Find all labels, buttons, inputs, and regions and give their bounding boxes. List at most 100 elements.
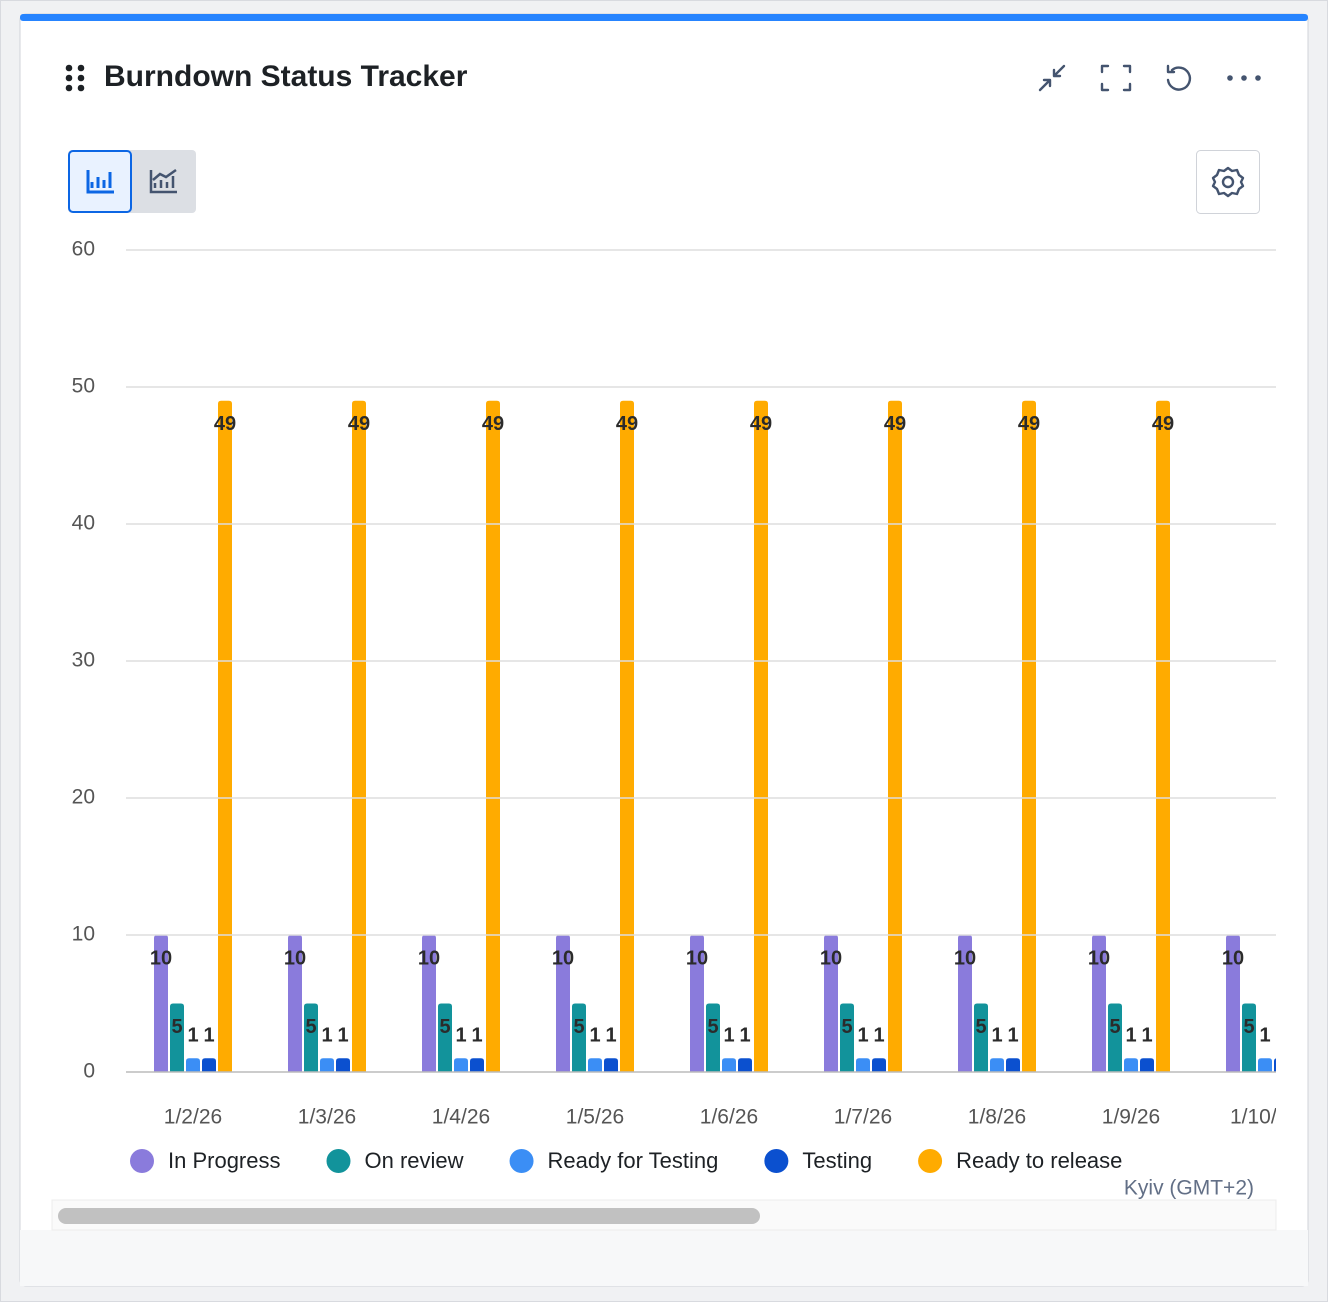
bar (604, 1058, 618, 1072)
data-label: 10 (284, 947, 306, 969)
bar (620, 400, 634, 1072)
x-tick-label: 1/9/26 (1102, 1106, 1160, 1129)
data-label: 49 (1018, 413, 1040, 435)
data-label: 10 (552, 947, 574, 969)
bar (872, 1058, 886, 1072)
legend-label[interactable]: Ready for Testing (548, 1148, 719, 1173)
bar (352, 400, 366, 1072)
data-label: 1 (857, 1024, 868, 1046)
data-label: 10 (418, 947, 440, 969)
data-label: 5 (841, 1016, 852, 1038)
data-label: 1 (1141, 1024, 1152, 1046)
bar (888, 400, 902, 1072)
data-label: 1 (203, 1024, 214, 1046)
y-tick-label: 60 (72, 238, 95, 261)
y-tick-label: 50 (72, 375, 95, 398)
bar (438, 1003, 452, 1072)
fullscreen-button[interactable] (1100, 64, 1132, 92)
data-label: 1 (723, 1024, 734, 1046)
bar (754, 400, 768, 1072)
bar (1258, 1058, 1272, 1072)
collapse-button[interactable] (1038, 64, 1066, 92)
data-label: 1 (321, 1024, 332, 1046)
data-label: 1 (455, 1024, 466, 1046)
bar (1124, 1058, 1138, 1072)
legend-label[interactable]: Ready to release (956, 1148, 1122, 1173)
timezone-label: Kyiv (GMT+2) (1124, 1177, 1254, 1200)
data-label: 49 (348, 413, 370, 435)
data-label: 5 (171, 1016, 182, 1038)
data-label: 49 (1152, 413, 1174, 435)
data-label: 10 (686, 947, 708, 969)
bar (218, 400, 232, 1072)
legend-label[interactable]: In Progress (168, 1148, 281, 1173)
data-label: 1 (1275, 1024, 1286, 1046)
bar (320, 1058, 334, 1072)
bar (856, 1058, 870, 1072)
card (19, 13, 1309, 1287)
data-label: 49 (214, 413, 236, 435)
bar (154, 935, 168, 1072)
legend-marker[interactable] (130, 1149, 154, 1173)
x-tick-label: 1/10/26 (1230, 1106, 1300, 1129)
bar (186, 1058, 200, 1072)
line-view-button[interactable] (149, 168, 177, 194)
data-label: 5 (1109, 1016, 1120, 1038)
data-label: 1 (187, 1024, 198, 1046)
bar (588, 1058, 602, 1072)
settings-button[interactable] (1196, 150, 1260, 214)
bar (422, 935, 436, 1072)
bar (1226, 935, 1240, 1072)
y-tick-label: 10 (72, 923, 95, 946)
data-label: 10 (820, 947, 842, 969)
y-tick-label: 30 (72, 649, 95, 672)
bar (1156, 400, 1170, 1072)
bar (1140, 1058, 1154, 1072)
data-label: 1 (337, 1024, 348, 1046)
legend-marker[interactable] (764, 1149, 789, 1173)
legend-label[interactable]: On review (365, 1148, 464, 1173)
bar (202, 1058, 216, 1072)
y-tick-label: 0 (83, 1060, 95, 1083)
bar (288, 935, 302, 1072)
refresh-button[interactable] (1166, 64, 1192, 91)
bar (824, 935, 838, 1072)
bar (690, 935, 704, 1072)
card-footer (20, 1230, 1308, 1286)
bar (1108, 1003, 1122, 1072)
bar-view-button[interactable] (68, 150, 132, 213)
data-label: 5 (707, 1016, 718, 1038)
bar (1242, 1003, 1256, 1072)
widget-title: Burndown Status Tracker (104, 60, 468, 93)
scrollbar-thumb[interactable] (58, 1208, 760, 1224)
data-label: 1 (1007, 1024, 1018, 1046)
legend-marker[interactable] (509, 1149, 534, 1173)
more-button[interactable] (1227, 75, 1261, 81)
data-label: 49 (616, 413, 638, 435)
legend-label[interactable]: Testing (802, 1148, 872, 1173)
bar (1022, 400, 1036, 1072)
data-label: 10 (954, 947, 976, 969)
data-label: 1 (471, 1024, 482, 1046)
data-label: 1 (873, 1024, 884, 1046)
data-label: 49 (884, 413, 906, 435)
bar (1092, 935, 1106, 1072)
legend-marker[interactable] (326, 1149, 351, 1173)
bar (722, 1058, 736, 1072)
data-label: 10 (1222, 947, 1244, 969)
x-tick-label: 1/6/26 (700, 1106, 758, 1129)
y-tick-label: 20 (72, 786, 95, 809)
drag-handle[interactable] (65, 64, 85, 92)
x-tick-label: 1/8/26 (968, 1106, 1026, 1129)
bar (706, 1003, 720, 1072)
x-tick-label: 1/7/26 (834, 1106, 892, 1129)
bar (454, 1058, 468, 1072)
legend-marker[interactable] (918, 1149, 943, 1173)
bar (738, 1058, 752, 1072)
x-tick-label: 1/4/26 (432, 1106, 490, 1129)
x-tick-label: 1/5/26 (566, 1106, 624, 1129)
bar (1274, 1058, 1276, 1072)
data-label: 5 (305, 1016, 316, 1038)
